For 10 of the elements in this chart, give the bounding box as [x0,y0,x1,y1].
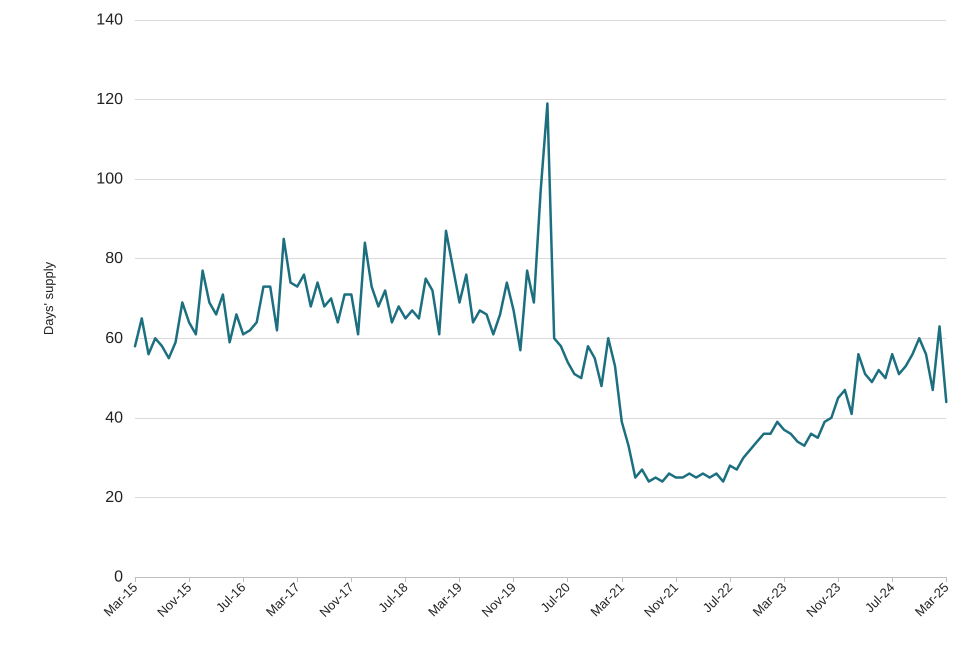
y-tick-label: 140 [96,12,124,28]
line-series [134,102,948,483]
y-tick-label: 120 [96,91,124,108]
y-tick-label: 100 [96,170,124,188]
y-tick-label: 40 [105,409,124,426]
y-axis-title: Days' supply [41,261,56,336]
y-tick-label: 20 [105,488,124,506]
y-tick-label: 0 [114,568,124,586]
y-tick-label: 80 [105,250,124,268]
y-tick-label: 60 [105,330,124,347]
